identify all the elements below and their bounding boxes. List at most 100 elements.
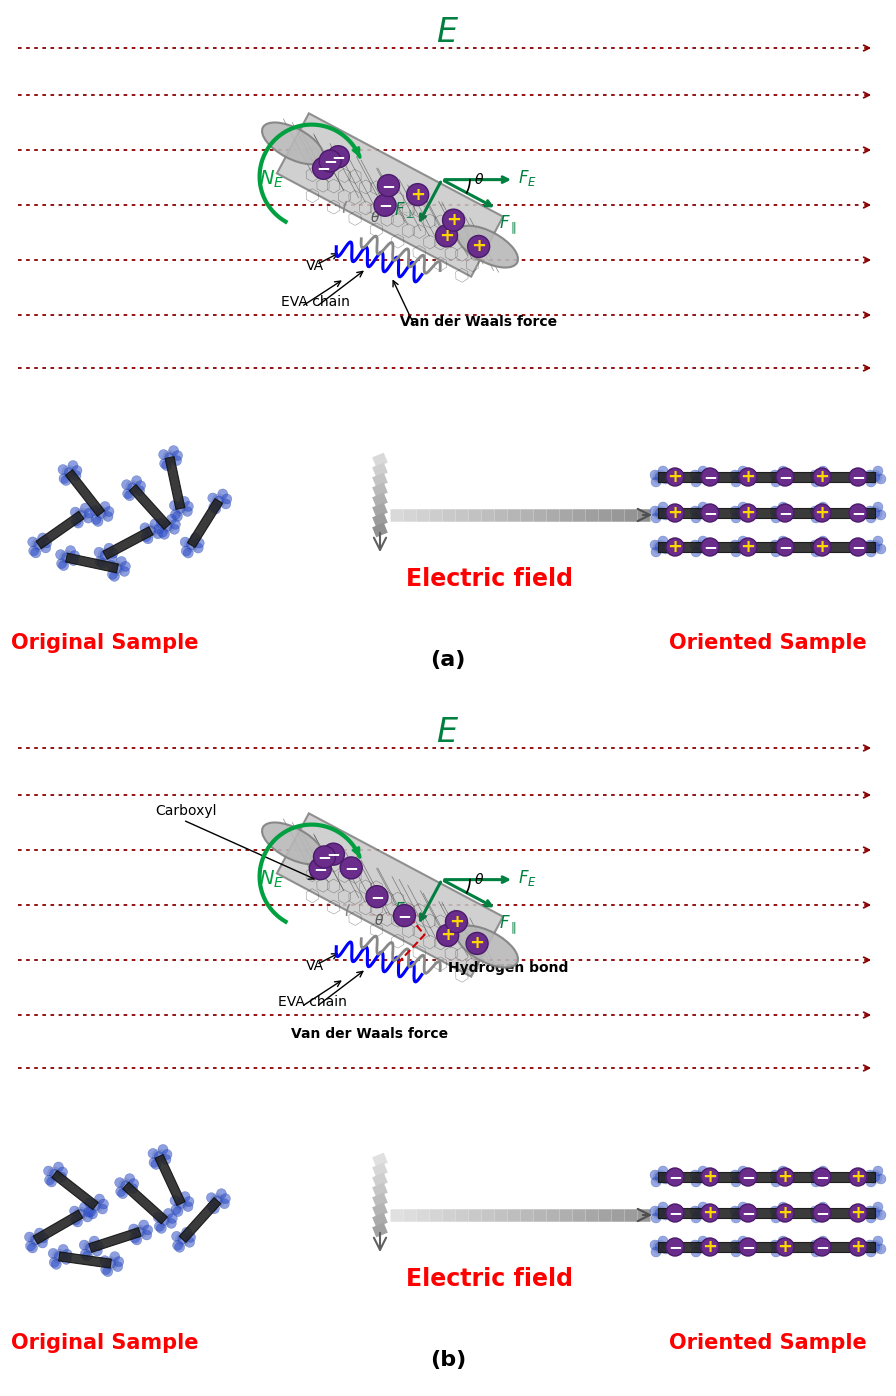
Circle shape bbox=[100, 501, 110, 511]
Text: +: + bbox=[740, 468, 755, 486]
Circle shape bbox=[778, 1202, 788, 1212]
Circle shape bbox=[38, 1238, 47, 1248]
Polygon shape bbox=[658, 508, 875, 518]
Circle shape bbox=[771, 547, 781, 557]
Circle shape bbox=[730, 1170, 740, 1180]
Circle shape bbox=[651, 547, 661, 557]
Circle shape bbox=[159, 450, 168, 459]
Text: +: + bbox=[778, 1238, 792, 1256]
Circle shape bbox=[813, 1168, 831, 1187]
Circle shape bbox=[650, 1170, 660, 1180]
Text: −: − bbox=[851, 504, 865, 522]
Circle shape bbox=[813, 1206, 827, 1220]
Circle shape bbox=[773, 540, 787, 554]
Text: −: − bbox=[326, 845, 340, 863]
Polygon shape bbox=[129, 484, 171, 529]
Circle shape bbox=[56, 558, 66, 568]
Text: −: − bbox=[741, 1238, 755, 1256]
Circle shape bbox=[116, 557, 126, 567]
Circle shape bbox=[693, 1206, 707, 1220]
Circle shape bbox=[695, 542, 705, 551]
Circle shape bbox=[79, 1240, 90, 1249]
Circle shape bbox=[103, 511, 113, 522]
Text: −: − bbox=[398, 906, 411, 924]
Circle shape bbox=[76, 510, 86, 521]
Circle shape bbox=[47, 1167, 62, 1181]
Circle shape bbox=[24, 1233, 34, 1242]
Circle shape bbox=[93, 1241, 103, 1251]
Circle shape bbox=[849, 1238, 867, 1256]
Text: EVA chain: EVA chain bbox=[279, 995, 347, 1009]
Circle shape bbox=[691, 477, 701, 487]
Circle shape bbox=[183, 507, 193, 517]
Circle shape bbox=[158, 1145, 168, 1154]
Text: −: − bbox=[382, 176, 395, 194]
Circle shape bbox=[57, 1167, 67, 1177]
Circle shape bbox=[775, 1208, 785, 1217]
Circle shape bbox=[71, 1215, 81, 1226]
Circle shape bbox=[25, 1241, 36, 1251]
Circle shape bbox=[873, 536, 883, 546]
Circle shape bbox=[866, 512, 876, 524]
Text: +: + bbox=[410, 186, 426, 204]
Circle shape bbox=[109, 571, 119, 581]
Circle shape bbox=[107, 560, 116, 571]
Text: −: − bbox=[314, 860, 327, 878]
Circle shape bbox=[698, 1235, 708, 1247]
Circle shape bbox=[849, 468, 867, 486]
Text: $\theta$: $\theta$ bbox=[474, 871, 484, 886]
Circle shape bbox=[778, 536, 788, 546]
Circle shape bbox=[162, 1149, 172, 1160]
Circle shape bbox=[658, 1235, 668, 1247]
Circle shape bbox=[139, 1220, 149, 1230]
Text: +: + bbox=[740, 537, 755, 556]
Circle shape bbox=[212, 1196, 222, 1206]
Ellipse shape bbox=[262, 123, 323, 165]
Circle shape bbox=[185, 1237, 194, 1247]
Circle shape bbox=[118, 1178, 133, 1192]
Text: −: − bbox=[851, 537, 865, 556]
Circle shape bbox=[73, 1208, 88, 1222]
Circle shape bbox=[866, 1177, 876, 1187]
Circle shape bbox=[849, 1168, 867, 1187]
Circle shape bbox=[211, 494, 226, 508]
Circle shape bbox=[650, 1240, 660, 1249]
Circle shape bbox=[62, 465, 76, 479]
Circle shape bbox=[443, 209, 464, 232]
Circle shape bbox=[735, 542, 745, 551]
Circle shape bbox=[870, 508, 880, 518]
Circle shape bbox=[172, 511, 183, 522]
Circle shape bbox=[154, 1152, 164, 1161]
Circle shape bbox=[655, 1208, 665, 1217]
Circle shape bbox=[655, 542, 665, 551]
Circle shape bbox=[691, 512, 701, 524]
Circle shape bbox=[115, 1178, 125, 1188]
Circle shape bbox=[54, 1161, 64, 1173]
Circle shape bbox=[813, 470, 827, 484]
Circle shape bbox=[91, 515, 101, 525]
Circle shape bbox=[731, 512, 741, 524]
Polygon shape bbox=[277, 814, 503, 977]
Circle shape bbox=[866, 547, 876, 557]
Text: +: + bbox=[702, 1238, 718, 1256]
Circle shape bbox=[741, 1244, 751, 1254]
Text: +: + bbox=[440, 927, 455, 944]
Circle shape bbox=[61, 1255, 72, 1265]
Circle shape bbox=[31, 537, 46, 551]
Circle shape bbox=[180, 1192, 190, 1202]
Circle shape bbox=[818, 536, 828, 546]
Circle shape bbox=[142, 1230, 151, 1240]
Circle shape bbox=[214, 496, 224, 505]
Circle shape bbox=[698, 536, 708, 546]
Text: −: − bbox=[851, 468, 865, 486]
Circle shape bbox=[62, 553, 72, 563]
Circle shape bbox=[149, 1157, 159, 1167]
Circle shape bbox=[818, 1235, 828, 1247]
Text: −: − bbox=[815, 1168, 829, 1187]
Circle shape bbox=[821, 544, 831, 554]
Circle shape bbox=[811, 1177, 821, 1187]
Circle shape bbox=[691, 1177, 701, 1187]
Circle shape bbox=[151, 1160, 161, 1170]
Circle shape bbox=[340, 857, 362, 879]
Circle shape bbox=[104, 507, 114, 517]
